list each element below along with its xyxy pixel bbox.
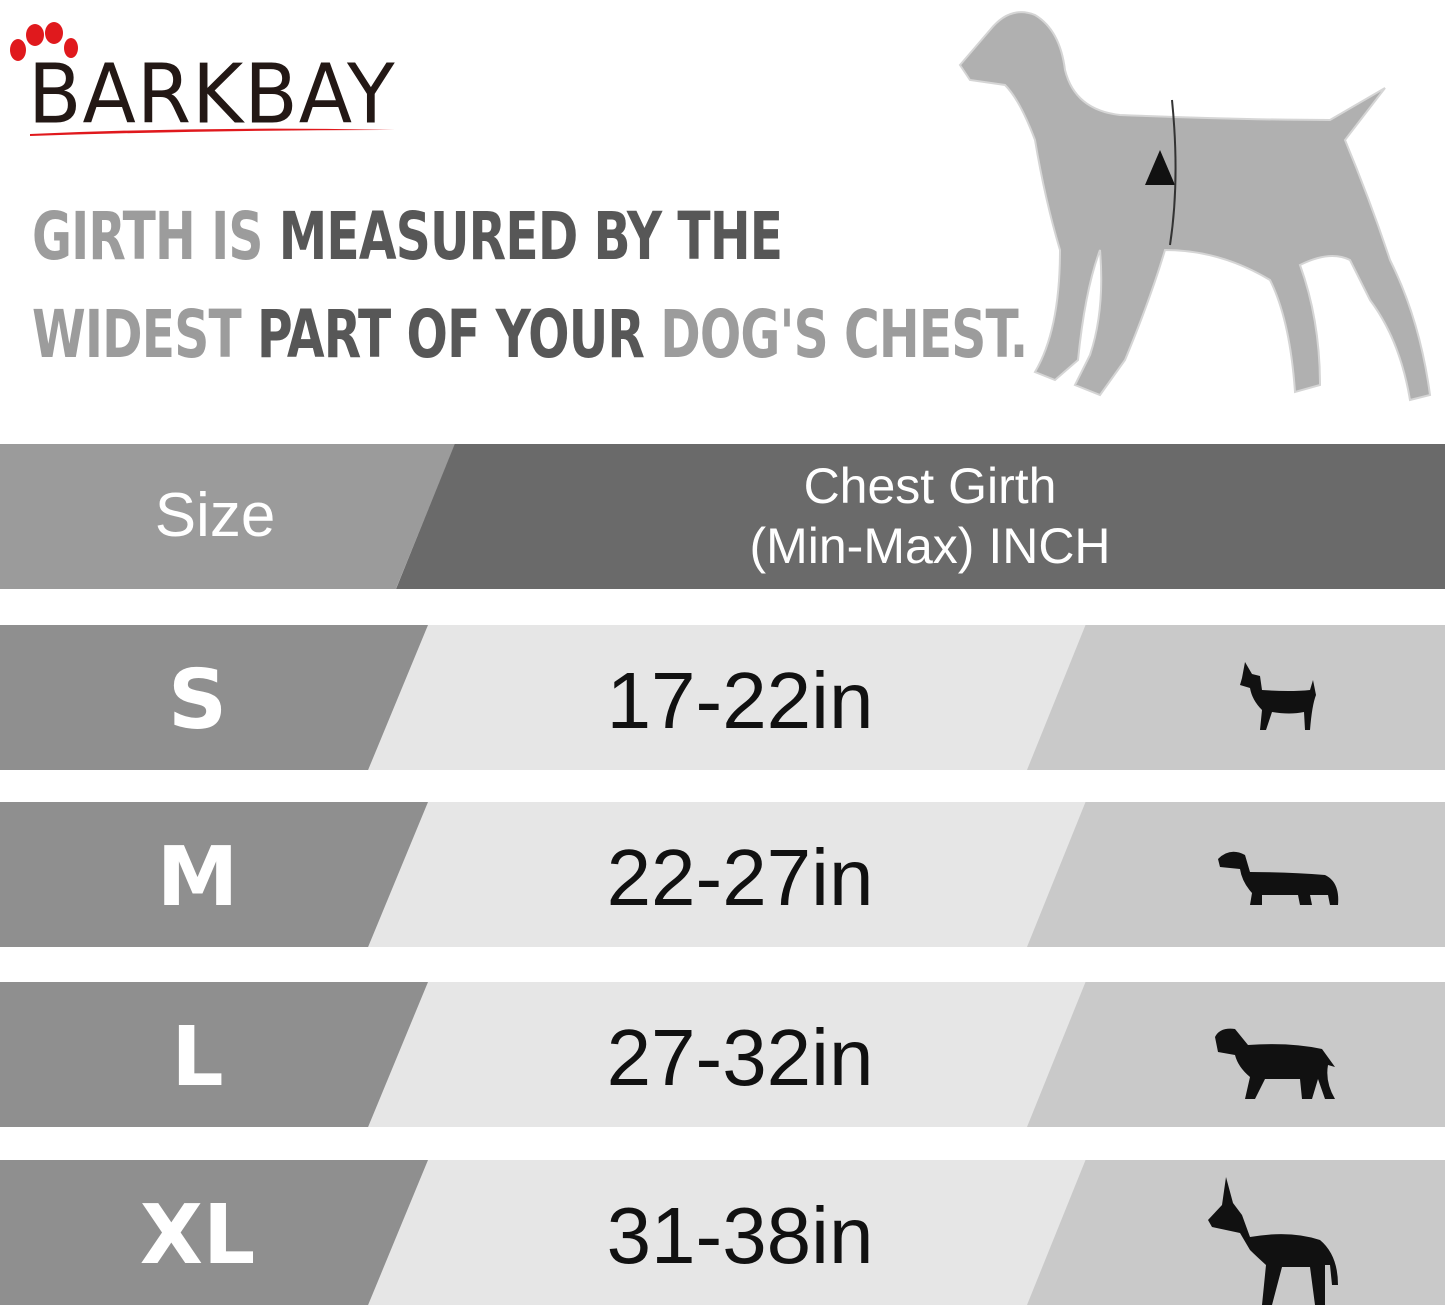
great-dane-icon	[1208, 1177, 1338, 1305]
girth-header-cell	[396, 444, 1445, 589]
girth-value: 17-22in	[606, 656, 874, 745]
headline-line-2: WIDEST PART OF YOUR DOG'S CHEST.	[32, 296, 1028, 373]
size-label: L	[171, 1010, 224, 1105]
size-label: M	[156, 830, 239, 925]
headline-text: WIDEST	[32, 296, 258, 373]
girth-header-label: Chest Girth (Min-Max) INCH	[700, 456, 1160, 576]
paw-print-icon	[10, 22, 78, 61]
logo-underline	[30, 128, 395, 136]
girth-header-line-2: (Min-Max) INCH	[749, 518, 1111, 574]
size-label: XL	[139, 1188, 256, 1283]
dachshund-icon	[1218, 851, 1339, 905]
girth-value: 27-32in	[606, 1013, 874, 1102]
table-row: S 17-22in	[0, 625, 1445, 770]
table-row: M 22-27in	[0, 802, 1445, 947]
headline-text: MEASURED BY THE	[278, 198, 783, 275]
table-row: L 27-32in	[0, 982, 1445, 1127]
headline-text: DOG'S CHEST.	[660, 296, 1028, 373]
size-header-label: Size	[154, 481, 276, 550]
table-row: XL 31-38in	[0, 1160, 1445, 1305]
labrador-icon	[1215, 1028, 1335, 1099]
headline-line-1: GIRTH IS MEASURED BY THE	[32, 198, 783, 275]
dog-measurement-illustration	[958, 11, 1432, 402]
headline-text: PART OF YOUR	[257, 296, 661, 373]
size-label: S	[167, 653, 228, 748]
girth-value: 22-27in	[606, 833, 874, 922]
girth-header-line-1: Chest Girth	[803, 458, 1057, 514]
chihuahua-icon	[1240, 662, 1316, 730]
brand-logo	[8, 18, 408, 143]
girth-value: 31-38in	[606, 1191, 874, 1280]
headline-text: GIRTH IS	[32, 198, 279, 275]
size-header-cell	[0, 444, 455, 589]
logo-text: BARKBAY	[28, 47, 396, 143]
